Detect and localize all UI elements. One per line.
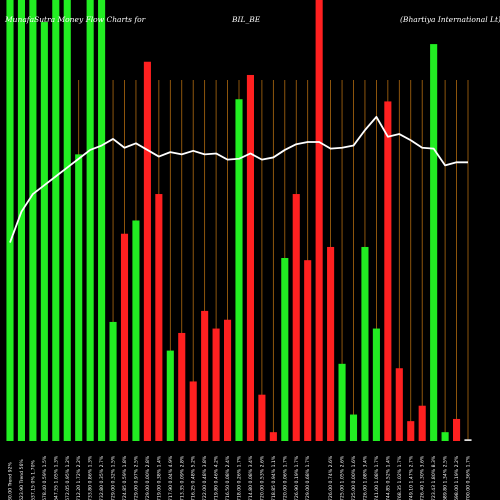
bar-tick-label: 712.20 1.72% 2.2%	[76, 455, 82, 500]
flow-bar	[281, 257, 289, 441]
flow-bar	[464, 439, 472, 441]
flow-bar	[372, 328, 380, 441]
bar-tick-label: 749.10 1.47% 2.7%	[408, 455, 414, 500]
chart-title-symbol: BIL_BE	[231, 15, 261, 24]
bar-tick-label: 678.40 0.59% 1.5%	[42, 455, 48, 500]
bar-tick-label: 623.90 Trend 56%	[19, 459, 25, 500]
bar-tick-label: 637.15 0% 1.70%	[30, 459, 36, 500]
bar-tick-label: 726.40 1.30% 3.6%	[420, 455, 426, 500]
flow-bar	[166, 350, 174, 441]
flow-bar	[155, 194, 163, 441]
chart-title-company: (Bhartiya International Lt) MunafaSutra.…	[400, 15, 500, 24]
flow-bar	[235, 99, 243, 441]
flow-bar	[86, 0, 94, 441]
flow-bar	[6, 0, 14, 441]
flow-bar	[430, 44, 438, 441]
flow-bar	[361, 246, 369, 441]
flow-bar	[441, 432, 449, 441]
flow-bar	[453, 418, 461, 441]
line-layer	[9, 115, 468, 243]
flow-bar	[63, 0, 71, 441]
bar-tick-label: 732.80 0.35% 2.7%	[99, 455, 105, 500]
bar-tick-label: 725.00 0.00% 1.6%	[351, 455, 357, 500]
flow-bar	[269, 432, 277, 441]
flow-bar	[109, 321, 117, 441]
bar-tick-label: 713.35 0.09% 2.8%	[179, 455, 185, 500]
flow-bar	[143, 61, 151, 442]
bar-tick-label: 741.00 1.08% 1.7%	[374, 455, 380, 500]
bar-tick-label: 724.85 0.59% 1.8%	[122, 455, 128, 500]
bar-tick-label: 718.85 0.94% 1.1%	[271, 455, 277, 500]
bar-tick-label: 726.00 0.74% 2.6%	[328, 455, 334, 500]
flow-bar	[224, 319, 232, 441]
flow-bar	[178, 332, 186, 441]
bar-tick-label: 729.00 0.00% 2.8%	[145, 455, 151, 500]
flow-bar	[304, 260, 312, 441]
bar-tick-label: 698.00 1.19% 2.2%	[454, 455, 460, 500]
chart-title-left: MunafaSutra Money Flow Charts for	[4, 15, 146, 24]
bar-tick-label: 718.00 0.26% 1.7%	[237, 455, 243, 500]
flow-bar	[29, 0, 37, 441]
trend-line	[9, 115, 468, 243]
flow-bar	[75, 154, 83, 441]
bar-tick-label: 726.90 0.19% 1.7%	[294, 455, 300, 500]
bar-tick-label: 722.00 0.48% 3.8%	[202, 455, 208, 500]
bar-tick-label: 725.00 1.05% 2.6%	[340, 455, 346, 500]
flow-bar	[52, 0, 60, 441]
flow-bar	[98, 0, 106, 441]
bar-tick-label: 30.00 Trend 92%	[8, 462, 14, 500]
bar-tick-label: 700.00 0.36% 1.7%	[466, 455, 472, 500]
flow-bar	[132, 220, 140, 441]
bar-layer	[6, 0, 472, 442]
bar-tick-label: 719.00 0.38% 1.4%	[156, 455, 162, 500]
flow-bar	[189, 381, 197, 441]
bar-tick-label: 716.50 0.08% 2.4%	[225, 455, 231, 500]
flow-bar	[292, 194, 300, 441]
flow-bar	[349, 414, 358, 441]
bar-tick-label: 733.80 0.86% 1.3%	[88, 455, 94, 500]
flow-bar	[315, 0, 323, 441]
flow-bar	[395, 368, 403, 441]
bar-tick-label: 720.00 0.53% 2.6%	[259, 455, 265, 500]
tick-label-layer: 30.00 Trend 92% 623.90 Trend 56% 637.15 0%…	[8, 455, 472, 500]
bar-tick-label: 729.00 0.97% 2.5%	[133, 455, 139, 500]
flow-bar	[17, 0, 25, 441]
flow-bar	[258, 394, 266, 441]
flow-bar	[407, 421, 415, 441]
bar-tick-label: 717.90 0.04% 4.9%	[168, 455, 174, 500]
bar-tick-label: 720.00 0.06% 1.7%	[282, 455, 288, 500]
flow-bar	[246, 74, 254, 441]
bar-tick-label: 729.00 0.68% 1.7%	[305, 455, 311, 500]
flow-bar	[120, 233, 129, 441]
bar-tick-label: 719.80 0.46% 4.2%	[214, 455, 220, 500]
bar-tick-label: 726.00 1.08% 3.4%	[362, 455, 368, 500]
flow-bar	[418, 405, 426, 441]
flow-bar	[327, 246, 335, 441]
bar-tick-label: 672.05 0.95% 1.2%	[65, 455, 71, 500]
flow-bar	[384, 101, 392, 442]
bar-tick-label: 729.00 0.32% 1.5%	[111, 455, 117, 500]
chart-title: MunafaSutra Money Flow Charts for BIL_BE…	[4, 15, 500, 24]
flow-bar	[338, 363, 346, 441]
bar-tick-label: 768.35 1.02% 1.7%	[397, 455, 403, 500]
flow-bar	[40, 22, 48, 442]
bar-tick-label: 744.85 0.52% 1.4%	[385, 455, 391, 500]
flow-bar	[201, 310, 209, 441]
bar-tick-label: 689.80 1.34% 2.5%	[443, 455, 449, 500]
bar-tick-label: 714.80 0.08% 3.4%	[248, 455, 254, 500]
bar-tick-label: 647.55 1.05% 1.3%	[53, 455, 59, 500]
flow-bar	[212, 328, 220, 441]
bar-tick-label: 723.43 1.80% 8.3%	[431, 455, 437, 500]
bar-tick-label: 716.25 0.48% 5.2%	[191, 455, 197, 500]
